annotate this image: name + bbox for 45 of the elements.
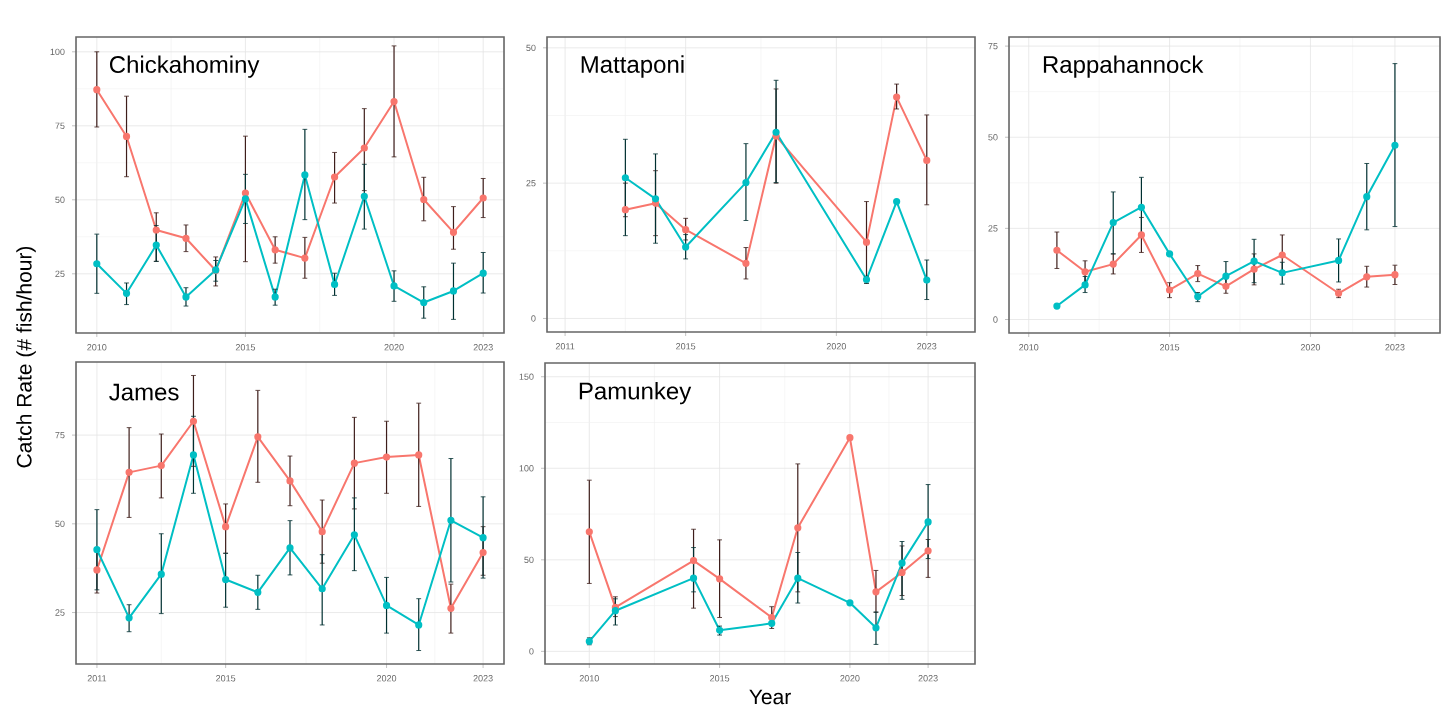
y-tick-label: 75 (55, 122, 65, 129)
x-tick-label: 2015 (676, 343, 696, 350)
x-tick-label: 2020 (840, 675, 860, 682)
x-tick-label: 2020 (376, 675, 397, 682)
y-tick-label: 0 (993, 316, 998, 323)
y-tick-label: 100 (50, 48, 65, 55)
y-tick-label: 75 (55, 431, 65, 439)
y-tick-label: 50 (988, 134, 998, 141)
x-tick-label: 2010 (579, 675, 599, 682)
x-tick-label: 2020 (1300, 344, 1321, 351)
y-tick-label: 50 (55, 196, 65, 203)
y-tick-label: 50 (55, 520, 65, 528)
y-tick-label: 0 (529, 648, 534, 655)
y-axis-title: Catch Rate (# fish/hour) (16, 246, 36, 468)
y-tick-label: 50 (524, 556, 534, 564)
x-tick-label: 2015 (235, 344, 256, 351)
text: Pamunkey (579, 381, 692, 405)
y-tick-label: 25 (988, 225, 998, 232)
x-tick-label: 2015 (1160, 344, 1180, 351)
x-tick-label: 2010 (1019, 344, 1039, 351)
y-tick-label: 150 (519, 373, 534, 380)
x-tick-label: 2023 (473, 675, 493, 682)
text: Rappahannock (1043, 55, 1204, 78)
y-tick-label: 25 (55, 270, 65, 277)
x-tick-label: 2023 (917, 343, 937, 350)
y-tick-label: 25 (526, 179, 536, 187)
x-tick-label: 2010 (87, 344, 107, 351)
y-tick-label: 75 (988, 42, 998, 50)
x-tick-label: 2023 (1385, 344, 1405, 351)
x-axis-title: Year (749, 689, 791, 705)
x-tick-label: 2015 (710, 675, 730, 682)
y-tick-label: 25 (55, 609, 65, 616)
x-tick-label: 2011 (87, 675, 107, 682)
x-tick-label: 2020 (384, 344, 404, 351)
x-tick-label: 2020 (826, 343, 846, 350)
text: James (109, 383, 179, 401)
x-tick-label: 2015 (216, 675, 236, 682)
text: Mattaponi (581, 55, 684, 78)
x-tick-label: 2011 (555, 343, 575, 350)
x-tick-label: 2023 (918, 675, 938, 682)
x-tick-label: 2023 (473, 344, 493, 351)
y-tick-label: 100 (519, 465, 534, 472)
text: Chickahominy (109, 55, 260, 78)
y-tick-label: 50 (526, 44, 536, 52)
y-tick-label: 0 (531, 315, 536, 322)
